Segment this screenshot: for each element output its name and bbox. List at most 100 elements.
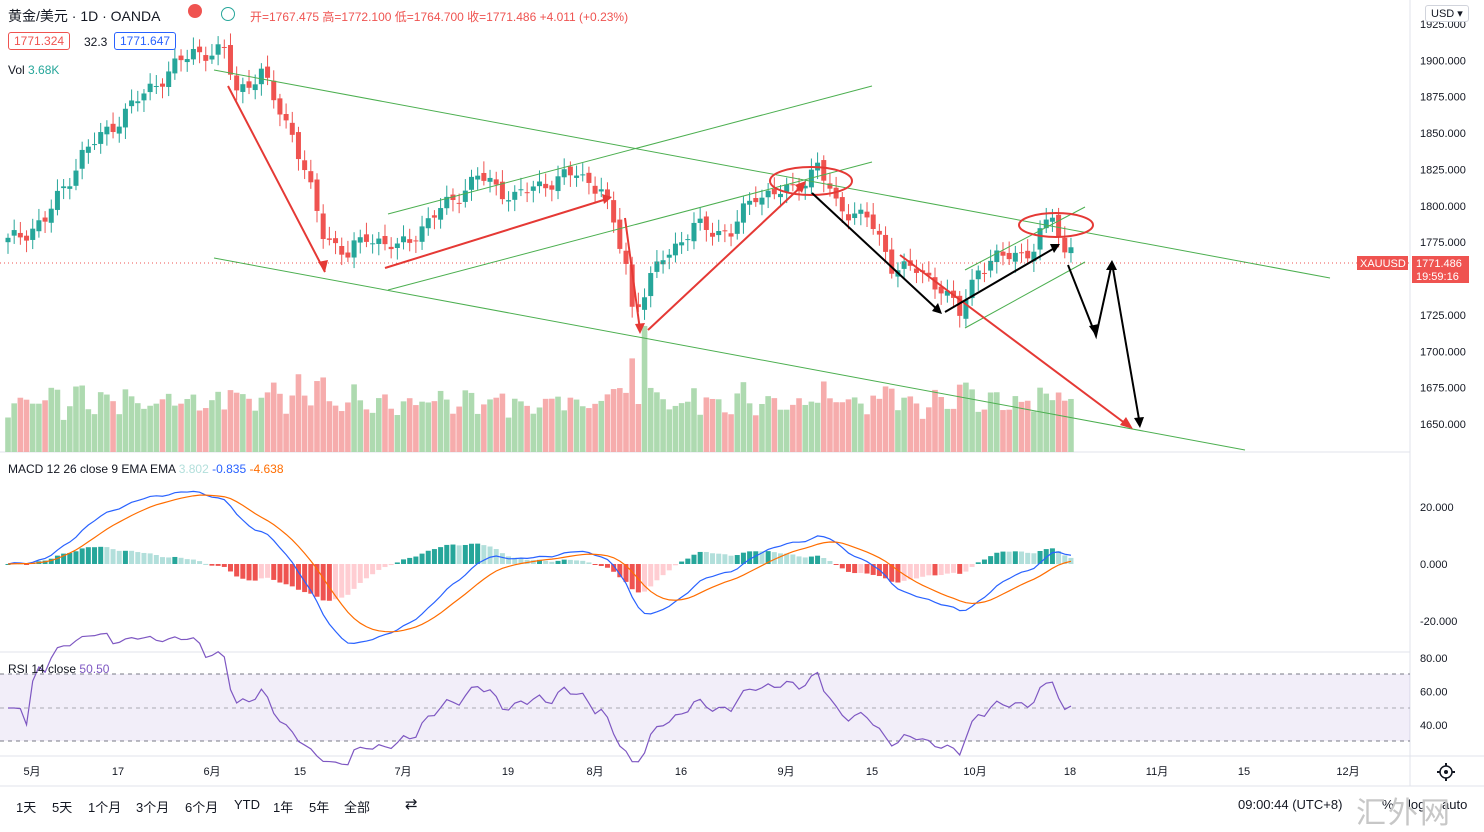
candle-body [456,202,462,204]
candle-body [42,217,48,222]
macd-histogram-bar [487,546,493,564]
macd-histogram-bar [1012,551,1018,564]
settings-gear-icon[interactable] [1437,763,1455,781]
candle-body [258,68,264,85]
candle-body [691,222,697,242]
red-arrowhead-2 [602,194,612,204]
bid-price-button[interactable]: 1771.324 [8,32,71,50]
timeframe-button[interactable]: 3个月 [136,800,170,815]
volume-bar [141,408,147,452]
symbol-title[interactable]: 黄金/美元 · 1D · OANDA [8,8,161,24]
candle-body [413,240,419,242]
rsi-axis[interactable]: 40.00 60.00 80.00 [1420,653,1448,732]
volume-bar [1031,411,1037,452]
macd-histogram-bar [271,564,277,580]
timeframe-button[interactable]: 5天 [52,800,73,815]
candle-body [36,220,42,232]
candle-body [883,234,889,252]
macd-histogram-bar [246,564,252,581]
candle-body [5,237,11,243]
clock[interactable]: 09:00:44 (UTC+8) [1238,797,1343,812]
time-axis-label: 18 [1064,766,1076,778]
volume-bar [697,414,703,452]
red-trend-arrows [227,85,1133,429]
volume-bar [369,412,376,452]
candle-body [227,45,233,75]
percent-toggle[interactable]: % [1382,797,1394,812]
eye-icon[interactable] [221,7,235,21]
volume-bar [159,399,166,452]
macd-histogram-bar [85,547,91,564]
price-axis-label: 1775.000 [1420,237,1466,249]
volume-bar [314,381,320,452]
price-tag-symbol: XAUUSD [1360,258,1406,270]
volume-bar [227,390,234,452]
candle-body [295,132,301,160]
volume-bar [17,397,24,452]
candle-body [61,186,67,189]
candle-body [938,286,944,294]
candle-body [654,261,660,272]
candle-body [561,169,567,178]
timeframe-button[interactable]: 1年 [273,800,294,815]
candle-body [24,235,30,241]
volume-bar [783,409,790,452]
timeframe-button[interactable]: 5年 [309,800,330,815]
candle-body [85,146,91,153]
rsi-axis-label: 60.00 [1420,686,1448,698]
volume-bar [975,411,982,452]
log-toggle[interactable]: log [1408,797,1426,812]
candle-body [629,264,635,307]
candle-body [363,234,369,242]
volume-bar [1055,392,1062,452]
auto-toggle[interactable]: auto [1442,797,1468,812]
candle-body [370,243,376,245]
candle-body [728,233,734,237]
candle-body [685,239,691,241]
ohlc-values: 开=1767.475 高=1772.100 低=1764.700 收=1771.… [250,10,629,24]
macd-histogram-bar [73,551,79,564]
macd-histogram-bar [444,544,450,564]
candle-body [462,190,468,202]
volume-bar [851,397,858,452]
macd-histogram-bar [1006,551,1012,564]
price-axis-label: 1725.000 [1420,310,1466,322]
candle-body [932,277,938,290]
macd-histogram-bar [926,564,932,576]
candle-body [753,198,759,203]
time-axis[interactable]: 5月 17 6月 15 7月 19 8月 16 9月 15 10月 18 11月 15 12月 [23,766,1359,778]
candle-body [11,230,17,236]
ask-price-button[interactable]: 1771.647 [114,32,177,50]
candle-body [524,192,530,194]
candle-body [518,189,524,191]
macd-axis[interactable]: -20.000 0.000 20.000 [1420,502,1457,628]
black-path-2 [944,245,1059,313]
signal-line [7,494,1072,633]
rsi-axis-label: 40.00 [1420,720,1448,732]
volume-bar [678,403,685,452]
candle-body [617,219,623,249]
candle-body [870,214,876,229]
volume-bar [202,408,209,452]
red-arrow-2 [384,197,611,269]
macd-value: -0.835 [212,462,247,476]
black-path-3 [1067,262,1141,426]
price-axis[interactable]: 1650.0001675.0001700.0001725.0001750.000… [1420,19,1466,431]
macd-histogram-bar [555,560,561,564]
high-ellipse-2 [1018,212,1094,238]
volume-bar [839,402,846,452]
date-range-icon[interactable]: ⇄ [405,796,418,813]
black-projection-arrows [811,192,1144,428]
candle-body [506,200,512,202]
timeframe-button[interactable]: 1个月 [88,800,122,815]
currency-selector[interactable]: USD ▾ [1425,5,1469,22]
volume-bar [987,392,994,452]
volume-bar [468,392,475,452]
volume-bar [1006,409,1012,452]
timeframe-button[interactable]: 6个月 [185,800,219,815]
macd-histogram-bar [845,564,851,572]
timeframe-button[interactable]: 1天 [16,800,37,815]
timeframe-button[interactable]: YTD [234,797,260,812]
timeframe-button[interactable]: 全部 [344,800,371,815]
